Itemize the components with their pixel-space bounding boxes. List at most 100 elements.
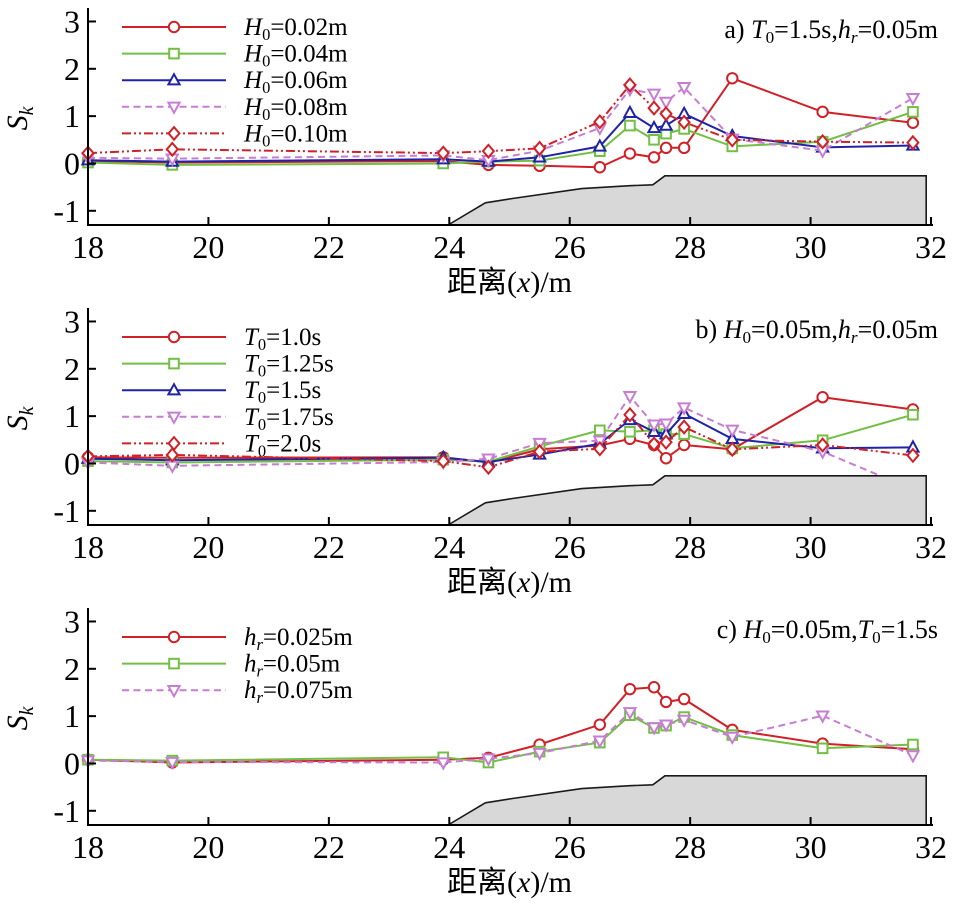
y-tick-label: 3: [64, 603, 80, 639]
x-tick-label: 32: [915, 529, 947, 565]
legend-label: T0=1.75s: [244, 404, 334, 434]
square-marker: [594, 424, 606, 437]
terrain-shape: [445, 775, 928, 826]
circle-marker: [816, 391, 829, 404]
diamond-marker: [659, 434, 673, 451]
x-tick-label: 18: [72, 529, 104, 565]
tridown-marker: [646, 722, 662, 736]
triup-marker: [658, 117, 674, 131]
circle-marker: [623, 147, 637, 160]
legend-label: T0=1.0s: [244, 324, 321, 354]
tridown-marker: [676, 714, 692, 728]
legend-item: T0=1.0s: [122, 324, 321, 354]
tridown-marker: [905, 92, 921, 107]
legend-item: H0=0.02m: [122, 14, 348, 44]
panel-b: 18 20 22 24 26 28 30 32 -1 0 1 2 3 距离(x)/m Sk b) H0=0.0…: [0, 300, 955, 600]
terrain-shape: [445, 175, 928, 226]
tridown-marker: [166, 101, 182, 115]
legend-label: H0=0.08m: [243, 94, 348, 124]
y-tick-label: 3: [64, 303, 80, 339]
diamond-marker: [593, 440, 607, 457]
terrain-shape: [445, 475, 928, 526]
legend-label: H0=0.04m: [243, 41, 348, 71]
x-tick-label: 22: [313, 529, 345, 565]
x-tick-label: 24: [433, 229, 465, 265]
x-tick-label: 24: [433, 529, 465, 565]
tridown-marker: [646, 419, 662, 433]
circle-marker: [623, 682, 637, 696]
triup-marker: [622, 104, 638, 119]
diamond-marker: [725, 131, 740, 148]
x-axis-label: 距离(x)/m: [447, 566, 572, 599]
series-line: [87, 110, 914, 166]
x-tick-label: 28: [674, 529, 706, 565]
series-diamond: [81, 77, 920, 161]
legend-label: hr=0.05m: [244, 651, 341, 681]
square-marker: [907, 408, 919, 421]
diamond-marker: [593, 113, 607, 130]
tridown-marker: [622, 391, 638, 405]
square-marker: [168, 47, 180, 60]
series-line: [87, 77, 914, 169]
legend-label: H0=0.02m: [243, 14, 348, 44]
series-diamond: [81, 406, 920, 476]
tridown-marker: [622, 707, 638, 721]
diamond-marker: [436, 145, 450, 161]
diamond-marker: [906, 447, 920, 464]
x-tick-label: 20: [192, 229, 224, 265]
legend-item: T0=1.75s: [122, 404, 334, 434]
x-tick-label: 18: [72, 229, 104, 265]
legend-item: H0=0.04m: [122, 41, 348, 71]
x-tick-label: 20: [192, 829, 224, 865]
diamond-marker: [647, 100, 661, 116]
diamond-marker: [623, 406, 637, 423]
circle-marker: [167, 330, 181, 344]
diamond-marker: [481, 459, 496, 476]
tridown-marker: [165, 756, 180, 771]
x-tick-label: 20: [192, 529, 224, 565]
series-line: [87, 686, 913, 764]
square-marker: [816, 742, 829, 755]
chart-panel-b: 18 20 22 24 26 28 30 32 -1 0 1 2 3 距离(x)/m Sk b) H0=0.0…: [1, 303, 947, 599]
x-axis-label: 距离(x)/m: [447, 266, 572, 299]
tridown-marker: [676, 82, 692, 96]
circle-marker: [677, 141, 691, 155]
legend-label: hr=0.075m: [244, 677, 353, 707]
series-circle: [81, 391, 920, 469]
legend-label: T0=1.5s: [244, 377, 321, 407]
tridown-marker: [646, 88, 662, 102]
tridown-marker: [532, 747, 547, 762]
diamond-marker: [906, 134, 920, 151]
x-tick-label: 30: [795, 829, 827, 865]
x-tick-label: 24: [433, 829, 465, 865]
y-tick-label: 0: [64, 745, 80, 781]
circle-marker: [593, 718, 607, 731]
legend-label: H0=0.10m: [243, 120, 348, 150]
diamond-marker: [677, 114, 691, 131]
diamond-marker: [677, 419, 691, 435]
diamond-marker: [623, 77, 637, 93]
legend-item: H0=0.06m: [122, 67, 348, 97]
circle-marker: [816, 105, 829, 119]
y-tick-label: -1: [53, 793, 80, 829]
y-tick-label: 3: [64, 3, 80, 39]
diamond-marker: [167, 125, 181, 142]
triup-marker: [646, 119, 662, 134]
legend-item: hr=0.075m: [122, 677, 353, 707]
tridown-marker: [676, 402, 692, 416]
series-line: [87, 412, 913, 464]
diamond-marker: [659, 105, 673, 122]
circle-marker: [647, 151, 661, 164]
axes: [87, 8, 933, 226]
panel-title: c) H0=0.05m,T0=1.5s: [717, 615, 938, 647]
circle-marker: [659, 695, 673, 709]
y-axis-label: Sk: [1, 405, 38, 430]
x-tick-label: 30: [795, 229, 827, 265]
legend-item: hr=0.025m: [122, 624, 353, 654]
circle-marker: [677, 438, 691, 452]
circle-marker: [677, 692, 691, 706]
series-line: [87, 396, 914, 464]
square-marker: [624, 119, 636, 132]
